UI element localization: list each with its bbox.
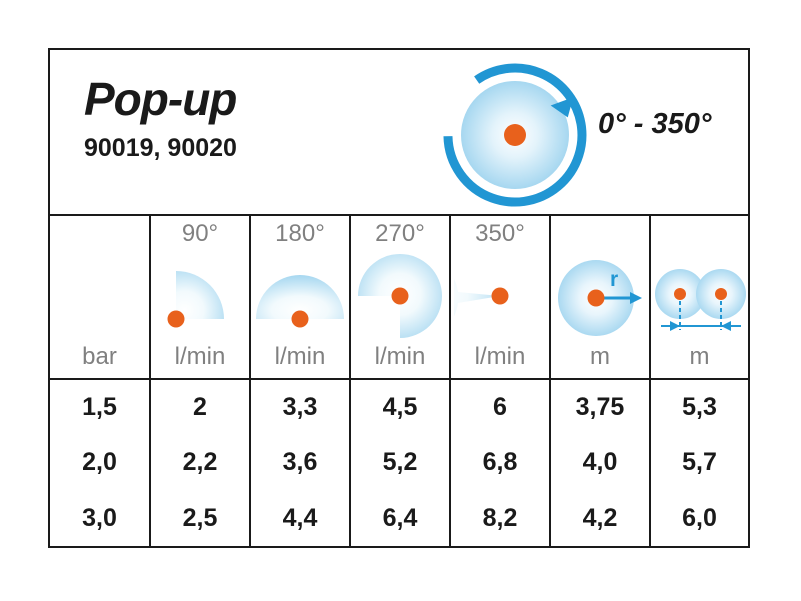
cell-radius: 4,0	[551, 435, 651, 491]
cell-flow-180: 3,3	[251, 380, 351, 436]
cell-bar: 2,0	[50, 435, 151, 491]
sector-180-icon	[256, 275, 344, 328]
rotating-sprinkler-icon	[442, 60, 592, 210]
column-header-spacing: m	[651, 216, 748, 378]
angle-label-180: 180°	[275, 220, 325, 247]
table-row: 2,0 2,2 3,6 5,2 6,8 4,0 5,7	[50, 435, 748, 491]
cell-flow-90: 2,5	[151, 490, 251, 546]
table-header-band: Pop-up 90019, 90020	[50, 50, 748, 216]
cell-flow-90: 2,2	[151, 435, 251, 491]
cell-bar: 1,5	[50, 380, 151, 436]
table-body: 1,5 2 3,3 4,5 6 3,75 5,3 2,0 2,2 3,6 5,2…	[50, 380, 748, 546]
unit-label-90: l/min	[174, 343, 226, 370]
unit-label-bar: bar	[82, 343, 117, 370]
specification-table: Pop-up 90019, 90020	[48, 48, 750, 548]
sector-270-icon	[358, 254, 442, 338]
unit-label-radius: m	[590, 343, 610, 370]
glyph-area-350	[451, 249, 549, 345]
radius-icon: r	[558, 260, 642, 336]
cell-flow-350: 6,8	[451, 435, 551, 491]
unit-label-270: l/min	[374, 343, 426, 370]
cell-spacing: 5,7	[682, 448, 717, 477]
column-header-180: 180° l/min	[251, 216, 351, 378]
angle-label-350: 350°	[475, 220, 525, 247]
cell-radius: 3,75	[551, 380, 651, 436]
unit-label-350: l/min	[474, 343, 526, 370]
angle-label-90: 90°	[181, 220, 219, 247]
unit-label-spacing: m	[689, 343, 710, 370]
cell-spacing: 6,0	[682, 503, 717, 532]
column-header-270: 270° l/min	[351, 216, 451, 378]
column-header-350: 350° l/min	[451, 216, 551, 378]
table-row: 1,5 2 3,3 4,5 6 3,75 5,3	[50, 380, 748, 436]
sector-90-icon	[167, 271, 224, 328]
cell-flow-180: 4,4	[251, 490, 351, 546]
cell-flow-350: 8,2	[451, 490, 551, 546]
glyph-area-270	[351, 249, 449, 345]
cell-spacing: 5,3	[682, 393, 717, 422]
unit-label-180: l/min	[274, 343, 326, 370]
column-header-90: 90° l/min	[151, 216, 251, 378]
glyph-area-90	[151, 249, 249, 345]
table-row: 3,0 2,5 4,4 6,4 8,2 4,2 6,0	[50, 490, 748, 546]
cell-flow-180: 3,6	[251, 435, 351, 491]
glyph-area-spacing	[651, 249, 748, 345]
spacing-icon	[654, 269, 746, 331]
cell-bar: 3,0	[50, 490, 151, 546]
title-block: Pop-up 90019, 90020	[84, 76, 237, 161]
glyph-area-bar	[50, 249, 149, 345]
column-header-bar: bar	[50, 216, 151, 378]
glyph-area-180	[251, 249, 349, 345]
angle-label-270: 270°	[375, 220, 425, 247]
cell-flow-270: 6,4	[351, 490, 451, 546]
cell-flow-270: 4,5	[351, 380, 451, 436]
glyph-area-radius: r	[551, 249, 649, 345]
cell-radius: 4,2	[551, 490, 651, 546]
cell-flow-350: 6	[451, 380, 551, 436]
radius-letter: r	[610, 268, 618, 291]
column-header-row: bar 90°	[50, 216, 748, 380]
column-header-radius: r m	[551, 216, 651, 378]
sector-350-icon	[454, 279, 509, 316]
rotation-range-label: 0° - 350°	[598, 108, 712, 140]
page-title: Pop-up	[84, 73, 237, 125]
cell-flow-270: 5,2	[351, 435, 451, 491]
cell-flow-90: 2	[151, 380, 251, 436]
product-codes: 90019, 90020	[84, 134, 237, 162]
